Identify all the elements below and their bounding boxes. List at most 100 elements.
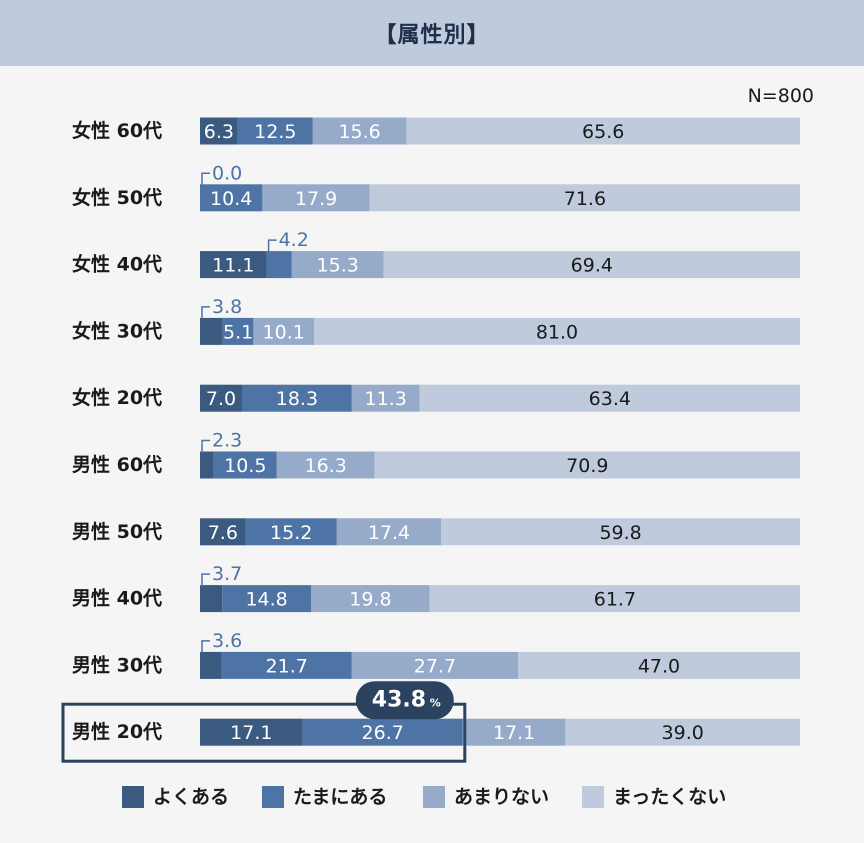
bar-segment [406,117,800,145]
data-label: 26.7 [362,722,404,744]
bar-segment [312,117,407,145]
bar-segment [213,451,277,479]
legend-swatch [423,786,445,808]
data-label: 4.2 [279,229,309,251]
data-label: 61.7 [594,589,636,611]
bar-segment [419,384,800,412]
data-label: 10.4 [210,188,252,210]
bar-segment [237,117,313,145]
highlight-value: 43.8 [372,688,426,713]
bar-segment [518,651,800,679]
category-label: 女性 60代 [72,119,162,142]
data-label: 14.8 [245,589,287,611]
bar-segment [221,651,352,679]
data-label: 5.1 [223,321,253,343]
callout-leader [267,239,277,253]
data-label: 3.6 [212,630,242,652]
bar-segment [222,585,311,613]
legend-label: まったくない [613,786,726,808]
data-label: 65.6 [582,121,624,143]
category-label: 男性 40代 [72,587,162,610]
chart-header: 【属性別】 [0,0,864,66]
data-label: 15.3 [317,255,359,277]
bar-segment [291,251,384,279]
bar-segment [245,518,337,546]
bar-segment [200,718,303,746]
data-label: 17.1 [230,722,272,744]
page-title: 【属性別】 [374,23,490,48]
bar-segment [351,651,518,679]
bar-segment [336,518,442,546]
data-label: 21.7 [266,655,308,677]
bar-segment [200,451,214,479]
category-label: 女性 30代 [72,319,162,342]
bar-segment [253,317,314,345]
bar-segment [369,184,800,212]
data-label: 63.4 [589,388,631,410]
category-label: 女性 50代 [72,186,162,209]
data-label: 17.4 [368,522,410,544]
category-label: 男性 30代 [72,653,162,676]
category-label: 男性 20代 [72,720,162,743]
data-label: 16.3 [305,455,347,477]
bar-segment [200,317,223,345]
data-label: 11.3 [365,388,407,410]
legend-swatch [582,786,604,808]
data-label: 59.8 [599,522,641,544]
data-label: 39.0 [662,722,704,744]
bar-segment [302,718,463,746]
bar-segment [242,384,352,412]
data-label: 27.7 [414,655,456,677]
bar-segment [200,651,222,679]
callout-leader [201,573,210,587]
bar-segment [200,184,263,212]
data-label: 0.0 [212,162,242,184]
data-label: 69.4 [571,255,613,277]
bar-segment [311,585,430,613]
bar-segment [462,718,566,746]
data-label: 81.0 [536,321,578,343]
bar-segment [200,117,238,145]
data-label: 17.9 [295,188,337,210]
callout-leader [201,306,210,319]
data-label: 70.9 [566,455,608,477]
data-label: 10.5 [224,455,266,477]
data-label: 17.1 [493,722,535,744]
data-label: 6.3 [204,121,234,143]
data-label: 7.6 [208,522,238,544]
bar-segment [200,518,246,546]
category-label: 女性 20代 [72,386,162,409]
bar-segment [200,251,267,279]
highlight-frame [61,702,467,763]
category-label: 男性 50代 [72,520,162,543]
data-label: 19.8 [349,589,391,611]
legend-label: よくある [153,786,229,808]
bar-segment [374,451,800,479]
bar-segment [266,251,292,279]
sample-size-label: N=800 [748,85,814,107]
bar-segment [441,518,800,546]
data-label: 71.6 [564,188,606,210]
data-label: 15.2 [270,522,312,544]
bar-segment [314,317,800,345]
data-label: 47.0 [638,655,680,677]
bar-segment [429,585,800,613]
category-label: 男性 60代 [72,453,162,476]
data-label: 3.8 [212,296,242,318]
bar-segment [565,718,800,746]
bar-segment [276,451,375,479]
data-label: 15.6 [338,121,380,143]
bar-segment [222,317,254,345]
data-label: 11.1 [212,255,254,277]
bar-segment [200,384,242,412]
data-label: 10.1 [263,321,305,343]
data-label: 3.7 [212,563,242,585]
legend-label: たまにある [293,786,387,808]
bar-segment [262,184,370,212]
callout-leader [201,439,210,453]
data-label: 12.5 [254,121,296,143]
highlight-unit: % [430,697,441,710]
callout-leader [201,640,210,653]
data-label: 18.3 [276,388,318,410]
